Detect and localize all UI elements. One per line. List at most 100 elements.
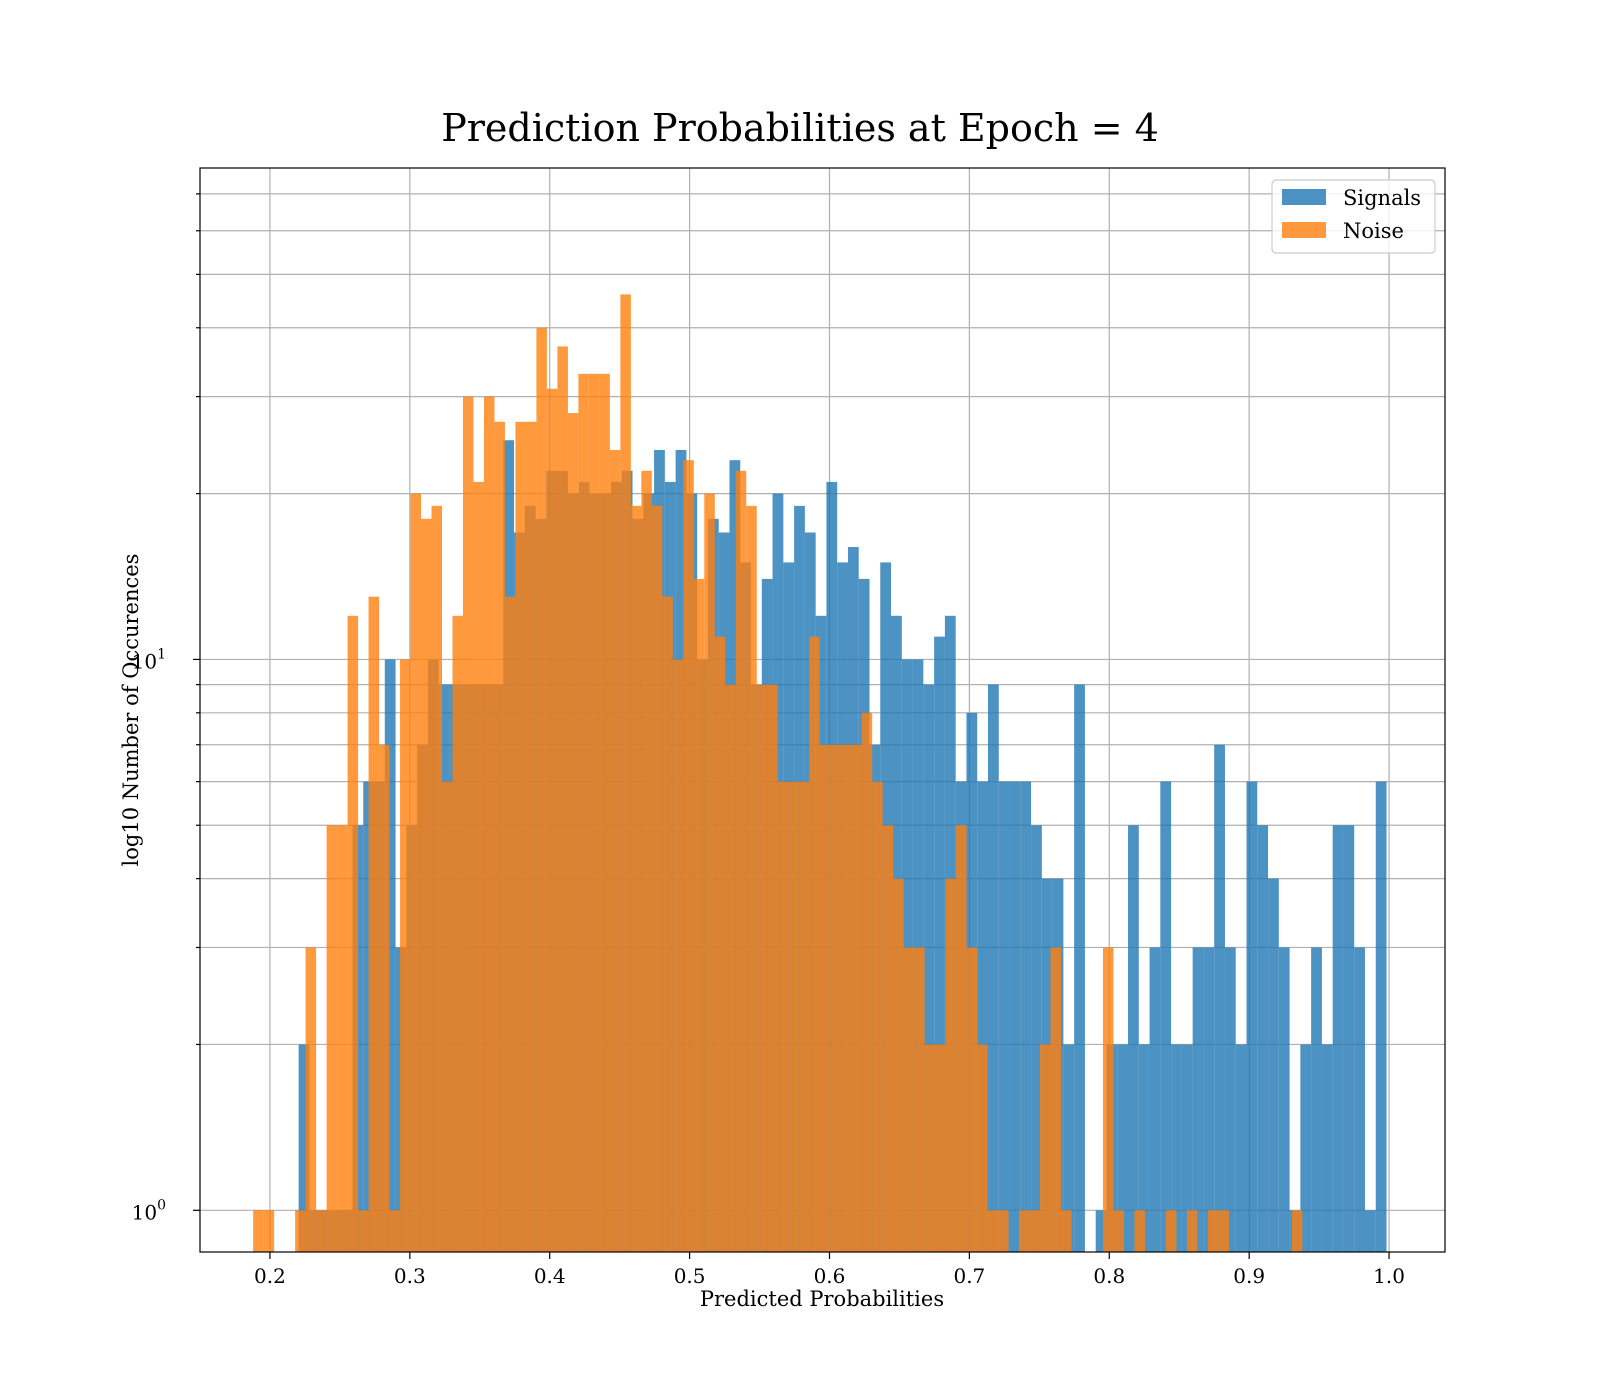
histogram-bar-noise: [956, 825, 967, 1252]
histogram-bar-signals: [1332, 825, 1344, 1252]
histogram-bar-noise: [1165, 1210, 1177, 1252]
histogram-bar-noise: [872, 781, 883, 1252]
histogram-bar-signals: [1321, 1044, 1333, 1252]
histogram-bar-noise: [788, 781, 799, 1252]
histogram-bar-signals: [1311, 947, 1322, 1252]
histogram-bar-noise: [903, 947, 915, 1252]
x-axis-label: Predicted Probabilities: [700, 1287, 944, 1311]
x-tick-label: 1.0: [1373, 1264, 1405, 1288]
histogram-bar-noise: [337, 825, 348, 1252]
legend-swatch-noise: [1282, 222, 1326, 238]
histogram-bar-noise: [358, 1210, 369, 1252]
histogram-bar-noise: [830, 744, 841, 1252]
histogram-bar-noise: [893, 878, 904, 1252]
histogram-bar-noise: [578, 373, 589, 1253]
histogram-bar-noise: [935, 1044, 946, 1252]
x-tick-label: 0.4: [534, 1264, 566, 1288]
x-tick-label: 0.7: [953, 1264, 985, 1288]
histogram-bar-noise: [452, 615, 463, 1252]
histogram-bar-signals: [1278, 947, 1290, 1252]
chart-title: Prediction Probabilities at Epoch = 4: [441, 106, 1159, 150]
x-tick-label: 0.3: [394, 1264, 426, 1288]
histogram-bar-noise: [819, 744, 831, 1252]
histogram-bar-noise: [767, 684, 778, 1252]
histogram-bar-signals: [1009, 781, 1021, 1252]
histogram-bar-signals: [1128, 825, 1139, 1252]
bars: [253, 294, 1387, 1253]
histogram-bar-noise: [851, 744, 862, 1252]
histogram-bar-signals: [1343, 825, 1355, 1252]
histogram-bar-noise: [746, 505, 757, 1252]
histogram-bar-noise: [672, 659, 684, 1252]
histogram-bar-noise: [798, 781, 810, 1252]
histogram-bar-noise: [525, 421, 537, 1252]
histogram-bar-noise: [410, 493, 422, 1252]
histogram-bar-signals: [934, 636, 945, 1252]
histogram-bar-noise: [1019, 1210, 1030, 1252]
histogram-bar-signals: [923, 684, 935, 1252]
histogram-bar-noise: [987, 1210, 999, 1252]
legend-label-signals: Signals: [1343, 186, 1421, 210]
legend-label-noise: Noise: [1343, 219, 1404, 243]
histogram-bar-noise: [326, 825, 338, 1252]
histogram-bar-noise: [1040, 1044, 1051, 1252]
histogram-bar-noise: [945, 878, 957, 1252]
histogram-bar-noise: [641, 470, 652, 1252]
histogram-bar-noise: [1218, 1210, 1229, 1252]
histogram-bar-noise: [683, 460, 694, 1252]
histogram-bar-noise: [998, 1210, 1009, 1252]
histogram-bar-noise: [442, 781, 453, 1252]
histogram-bar-noise: [620, 294, 631, 1253]
histogram-bar-noise: [924, 1044, 936, 1252]
histogram-bar-noise: [295, 1210, 306, 1252]
histogram-bar-noise: [809, 636, 820, 1252]
histogram-bar-noise: [567, 413, 579, 1252]
histogram-bar-noise: [704, 493, 715, 1252]
histogram-bar-noise: [316, 1210, 327, 1252]
histogram-bar-signals: [977, 781, 988, 1252]
histogram-bar-signals: [987, 684, 999, 1252]
histogram-bar-noise: [714, 636, 726, 1252]
histogram-bar-signals: [1354, 947, 1365, 1252]
x-tick-label: 0.6: [814, 1264, 846, 1288]
histogram-bar-noise: [966, 947, 978, 1252]
histogram-bar-signals: [1074, 684, 1085, 1252]
histogram-bar-noise: [263, 1210, 275, 1252]
histogram-bar-noise: [368, 596, 380, 1252]
histogram-bar-noise: [1029, 1210, 1041, 1252]
histogram-bar-noise: [882, 825, 894, 1252]
histogram-bar-noise: [379, 744, 390, 1252]
histogram-bar-signals: [1257, 825, 1269, 1252]
histogram-bar-noise: [1207, 1210, 1219, 1252]
histogram-bar-noise: [977, 1044, 988, 1252]
x-tick-label: 0.8: [1093, 1264, 1125, 1288]
histogram-bar-signals: [1300, 1044, 1312, 1252]
histogram-bar-noise: [557, 346, 568, 1252]
histogram-bar-signals: [1192, 947, 1204, 1252]
histogram-bar-signals: [1095, 1210, 1107, 1252]
legend-swatch-signals: [1282, 189, 1326, 205]
histogram-bar-noise: [1186, 1210, 1198, 1252]
histogram-bar-noise: [400, 659, 411, 1252]
histogram-bar-signals: [1031, 825, 1042, 1252]
histogram-bar-noise: [630, 505, 642, 1252]
axes-frame: [199, 167, 1446, 1253]
histogram-bar-noise: [389, 1210, 401, 1252]
histogram-bar-noise: [494, 421, 505, 1252]
histogram-bar-noise: [1134, 1210, 1145, 1252]
histogram-bar-noise: [1291, 1210, 1303, 1252]
histogram-bar-noise: [421, 518, 432, 1252]
histogram-bar-noise: [536, 327, 547, 1252]
histogram-bar-noise: [840, 744, 852, 1252]
histogram-bar-noise: [483, 396, 495, 1252]
histogram-bar-signals: [1246, 781, 1258, 1252]
histogram-bar-signals: [1375, 781, 1387, 1252]
histogram-bar-signals: [298, 1044, 310, 1252]
histogram-bar-noise: [347, 615, 359, 1252]
histogram-bar-noise: [662, 596, 673, 1252]
histogram-bar-signals: [1181, 1044, 1193, 1252]
histogram-bar-noise: [473, 481, 484, 1252]
x-tick-label: 0.5: [674, 1264, 706, 1288]
